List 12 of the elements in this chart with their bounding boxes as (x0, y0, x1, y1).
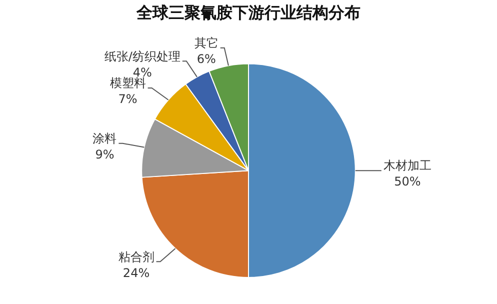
data-label: 6% (196, 52, 216, 66)
slice-label: 木材加工 (383, 158, 432, 173)
data-label: 9% (95, 147, 114, 162)
data-label: 50% (394, 174, 421, 189)
chart-title: 全球三聚氰胺下游行业结构分布 (136, 2, 360, 22)
slice-label: 模塑料 (110, 76, 146, 90)
data-label: 7% (118, 92, 138, 106)
slice-label: 其它 (194, 36, 218, 50)
slice-label: 涂料 (92, 131, 117, 146)
slice-label: 粘合剂 (118, 250, 154, 264)
data-label: 24% (122, 266, 150, 280)
slice-label: 纸张/纺织处理 (104, 49, 180, 64)
